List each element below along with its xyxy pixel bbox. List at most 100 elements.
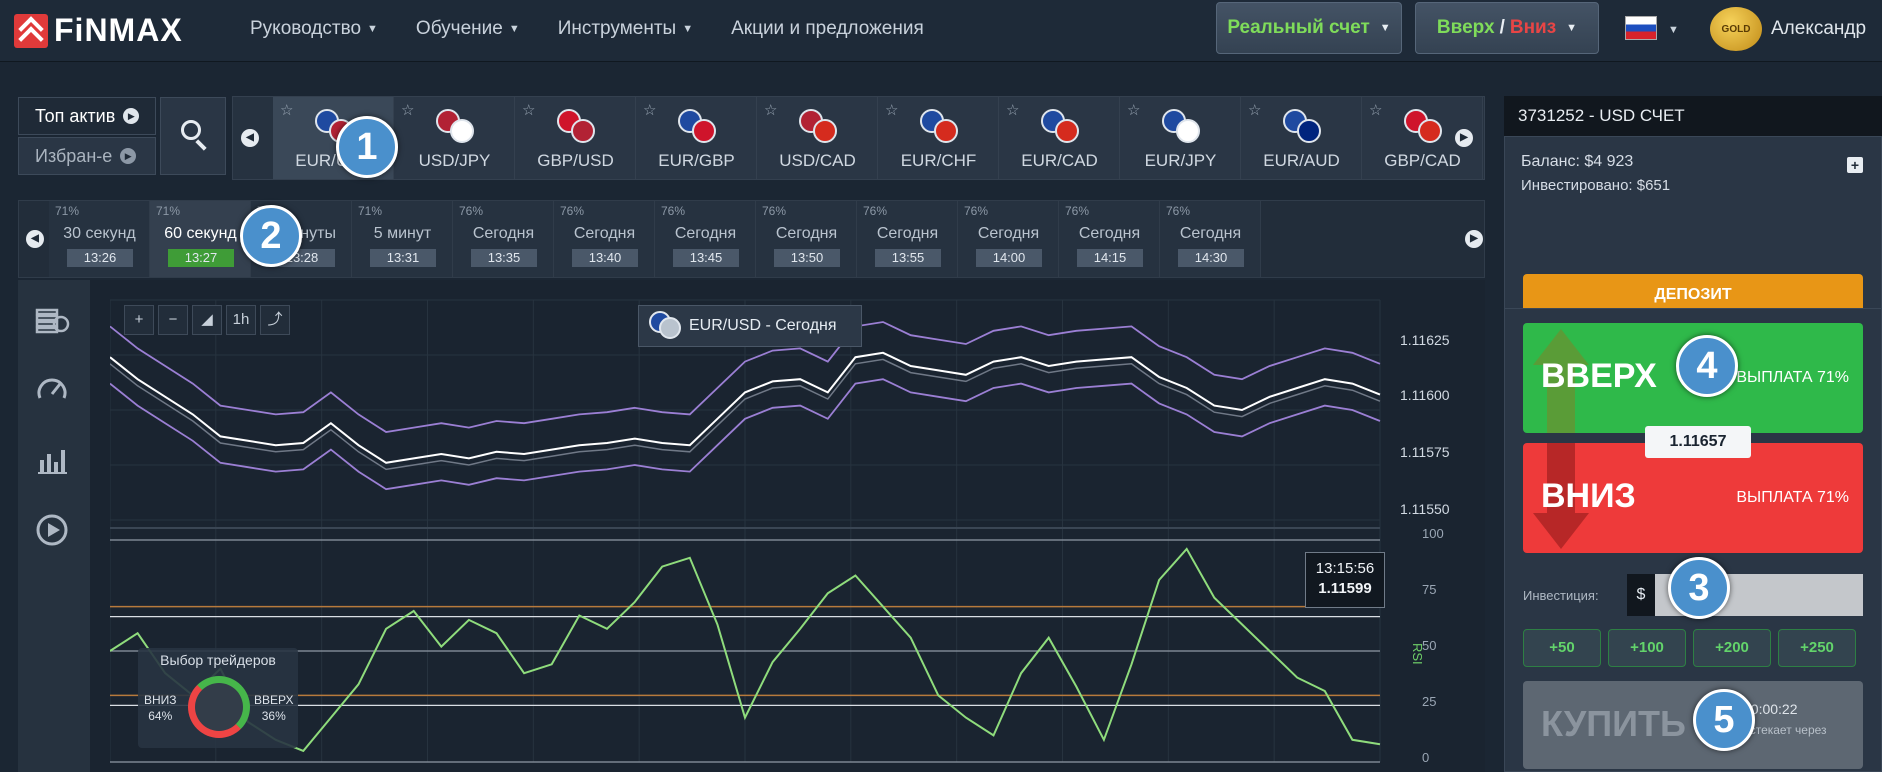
main-nav: Руководство ▼ Обучение ▼ Инструменты ▼ Акци… xyxy=(250,18,924,40)
nav-promotions[interactable]: Акции и предложения xyxy=(731,18,924,40)
chevron-down-icon: ▼ xyxy=(508,22,520,35)
currency-pair-icon xyxy=(1283,109,1323,143)
chevron-down-icon[interactable]: ▼ xyxy=(1668,24,1679,36)
expiry-tile[interactable]: 71% 5 минут 13:31 xyxy=(352,201,453,277)
asset-label: USD/CAD xyxy=(779,151,856,170)
zoom-out-button[interactable]: − xyxy=(158,305,188,335)
price-tick: 1.11575 xyxy=(1400,444,1450,460)
logo-text: FiNMAX xyxy=(54,12,183,48)
star-icon[interactable]: ☆ xyxy=(643,102,657,119)
star-icon[interactable]: ☆ xyxy=(280,102,294,119)
rsi-tick: 25 xyxy=(1422,694,1437,709)
star-icon[interactable]: ☆ xyxy=(1248,102,1262,119)
expiry-name: 5 минут xyxy=(373,225,432,242)
real-account-button[interactable]: Реальный счет ▼ xyxy=(1216,2,1402,54)
currency-pair-icon xyxy=(799,109,839,143)
speedometer-icon[interactable] xyxy=(34,372,70,408)
price-tick: 1.11625 xyxy=(1400,332,1450,348)
asset-tile[interactable]: ☆ GBP/CAD xyxy=(1362,97,1483,179)
expiry-tile[interactable]: 76% Сегодня 13:50 xyxy=(756,201,857,277)
investment-label: Инвестиция: xyxy=(1523,588,1599,603)
chevron-down-icon: ▼ xyxy=(682,22,694,35)
preset-100-button[interactable]: +100 xyxy=(1608,629,1686,667)
asset-search-button[interactable] xyxy=(160,97,226,175)
nav-guide[interactable]: Руководство ▼ xyxy=(250,18,378,40)
put-down-button[interactable]: ВНИЗ ВЫПЛАТА 71% xyxy=(1523,443,1863,553)
asset-tile[interactable]: ☆ EUR/CHF xyxy=(878,97,999,179)
updown-mode-button[interactable]: Вверх / Вниз ▼ xyxy=(1415,2,1599,54)
preset-50-button[interactable]: +50 xyxy=(1523,629,1601,667)
bar-chart-icon[interactable] xyxy=(34,442,70,478)
star-icon[interactable]: ☆ xyxy=(1127,102,1141,119)
expiry-name: Сегодня xyxy=(472,225,535,242)
traders-down-label: ВНИЗ xyxy=(144,693,177,707)
add-funds-icon[interactable]: + xyxy=(1847,157,1863,173)
chevron-down-icon: ▼ xyxy=(1566,22,1578,34)
price-chart[interactable] xyxy=(110,288,1390,772)
top-assets-label: Топ актив xyxy=(35,105,116,126)
asset-tile[interactable]: ☆ EUR/JPY xyxy=(1120,97,1241,179)
star-icon[interactable]: ☆ xyxy=(764,102,778,119)
expiry-tile[interactable]: 76% Сегодня 13:55 xyxy=(857,201,958,277)
chart-type-button[interactable]: ◢ xyxy=(192,305,222,335)
expiry-tile[interactable]: 71% 60 секунд 13:27 xyxy=(150,201,251,277)
money-stack-icon[interactable] xyxy=(34,302,70,338)
moving-average-line xyxy=(110,358,1381,471)
indicator-icon: ⤴ xyxy=(267,311,283,328)
expiry-time: 13:55 xyxy=(875,249,941,267)
preset-200-button[interactable]: +200 xyxy=(1693,629,1771,667)
asset-tile[interactable]: ☆ EUR/GBP xyxy=(636,97,757,179)
asset-tile[interactable]: ☆ USD/JPY xyxy=(394,97,515,179)
star-icon[interactable]: ☆ xyxy=(1006,102,1020,119)
expiry-payout: 76% xyxy=(863,204,888,218)
timeframe-button[interactable]: 1h xyxy=(226,305,256,335)
asset-prev-arrow-icon[interactable]: ◀ xyxy=(241,129,259,147)
language-flag-icon[interactable] xyxy=(1625,16,1657,40)
asset-tile[interactable]: ☆ EUR/AUD xyxy=(1241,97,1362,179)
user-name[interactable]: Александр xyxy=(1771,18,1867,39)
asset-next-arrow-icon[interactable]: ▶ xyxy=(1455,129,1473,147)
asset-tile[interactable]: ☆ EUR/CAD xyxy=(999,97,1120,179)
current-price-badge: 1.11657 xyxy=(1645,426,1751,458)
arrow-up-icon xyxy=(1533,329,1589,365)
currency-pair-icon xyxy=(1041,109,1081,143)
expiry-tile[interactable]: 76% Сегодня 14:15 xyxy=(1059,201,1160,277)
expiry-time: 13:26 xyxy=(67,249,133,267)
expiry-tile[interactable]: 71% 30 секунд 13:26 xyxy=(49,201,150,277)
nav-education-label: Обучение xyxy=(415,18,503,39)
crosshair-time: 13:15:56 xyxy=(1315,560,1375,577)
expiry-name: 60 секунд xyxy=(164,225,237,242)
star-icon[interactable]: ☆ xyxy=(1369,102,1383,119)
down-payout: ВЫПЛАТА 71% xyxy=(1736,489,1849,506)
zoom-out-icon: − xyxy=(168,311,178,328)
star-icon[interactable]: ☆ xyxy=(401,102,415,119)
traders-down-pct: 64% xyxy=(148,709,173,723)
favorites-tab[interactable]: Избран-е ▶ xyxy=(18,137,156,175)
expiry-tile[interactable]: 76% Сегодня 14:00 xyxy=(958,201,1059,277)
expiry-tile[interactable]: 76% Сегодня 13:45 xyxy=(655,201,756,277)
asset-tile[interactable]: ☆ GBP/USD xyxy=(515,97,636,179)
expiry-tile[interactable]: 76% Сегодня 13:40 xyxy=(554,201,655,277)
expiry-name: Сегодня xyxy=(1179,225,1242,242)
nav-education[interactable]: Обучение ▼ xyxy=(416,18,520,40)
star-icon[interactable]: ☆ xyxy=(885,102,899,119)
expiry-prev-arrow-icon[interactable]: ◀ xyxy=(26,230,44,248)
star-icon[interactable]: ☆ xyxy=(522,102,536,119)
preset-250-button[interactable]: +250 xyxy=(1778,629,1856,667)
asset-tile[interactable]: ☆ USD/CAD xyxy=(757,97,878,179)
indicators-button[interactable]: ⤴ xyxy=(260,305,290,335)
expiry-tile[interactable]: 76% Сегодня 13:35 xyxy=(453,201,554,277)
rsi-tick: 0 xyxy=(1422,750,1430,765)
nav-tools-label: Инструменты xyxy=(557,18,677,39)
play-circle-icon[interactable] xyxy=(34,512,70,548)
logo[interactable]: FiNMAX xyxy=(14,12,183,49)
area-chart-icon: ◢ xyxy=(201,311,213,328)
nav-tools[interactable]: Инструменты ▼ xyxy=(558,18,693,40)
callout-5: 5 xyxy=(1693,689,1755,751)
search-icon xyxy=(181,120,201,140)
expiry-tile[interactable]: 76% Сегодня 14:30 xyxy=(1160,201,1261,277)
top-assets-tab[interactable]: Топ актив ▶ xyxy=(18,97,156,135)
zoom-in-button[interactable]: + xyxy=(124,305,154,335)
buy-label: КУПИТЬ xyxy=(1541,703,1686,744)
expiry-next-arrow-icon[interactable]: ▶ xyxy=(1465,230,1483,248)
